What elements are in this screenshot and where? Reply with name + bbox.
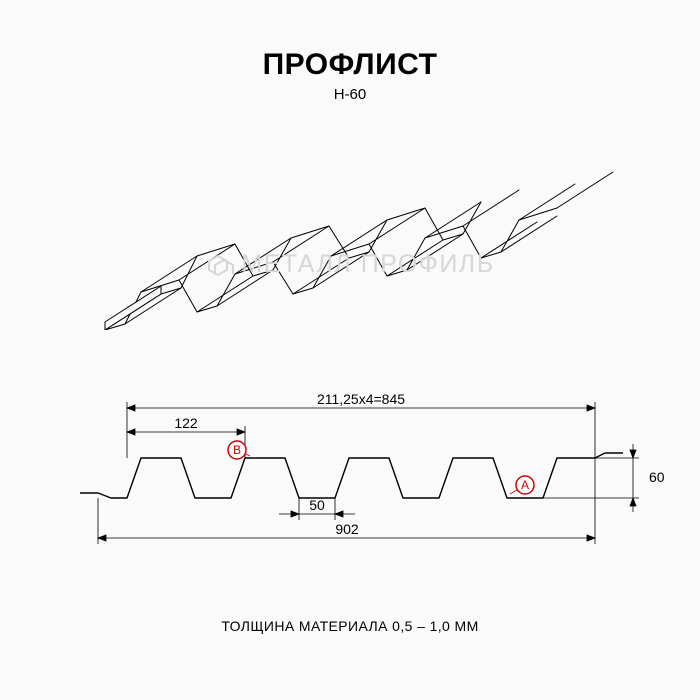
- dim-overall: 902: [335, 521, 359, 537]
- page-subtitle: Н-60: [0, 86, 700, 103]
- svg-text:A: A: [521, 478, 529, 492]
- isometric-profile-drawing: [35, 150, 675, 330]
- material-thickness-note: ТОЛЩИНА МАТЕРИАЛА 0,5 – 1,0 ММ: [0, 618, 700, 634]
- marker-a: A: [510, 476, 534, 494]
- dim-notch: 50: [309, 497, 325, 513]
- dim-top-formula: 211,25x4=845: [317, 391, 405, 407]
- cross-section-drawing: 211,25x4=845 122 50 902 60 B A: [35, 390, 675, 560]
- svg-text:B: B: [233, 443, 241, 457]
- dim-short-seg: 122: [174, 415, 198, 431]
- page-title: ПРОФЛИСТ: [0, 48, 700, 82]
- marker-b: B: [228, 441, 250, 459]
- dim-height: 60: [649, 469, 665, 485]
